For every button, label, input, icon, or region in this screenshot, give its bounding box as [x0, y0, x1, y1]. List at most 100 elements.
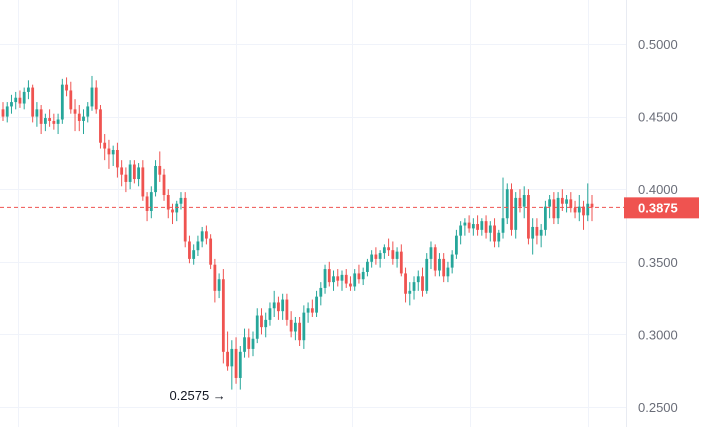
candle[interactable] [382, 244, 386, 259]
candle[interactable] [238, 346, 242, 390]
candle[interactable] [277, 296, 280, 320]
candle[interactable] [476, 215, 479, 236]
candle[interactable] [158, 151, 162, 182]
candle[interactable] [132, 160, 136, 184]
candle[interactable] [90, 75, 94, 111]
candle[interactable] [463, 218, 467, 236]
candle[interactable] [421, 267, 424, 297]
candle[interactable] [327, 261, 331, 287]
candle[interactable] [527, 189, 530, 245]
candle[interactable] [459, 221, 463, 245]
candle[interactable] [162, 168, 166, 201]
candle[interactable] [234, 337, 238, 384]
candle[interactable] [408, 282, 412, 306]
candle[interactable] [455, 229, 458, 259]
candle[interactable] [99, 104, 102, 149]
candle[interactable] [69, 81, 73, 114]
candle[interactable] [569, 192, 573, 213]
candle[interactable] [5, 102, 9, 123]
candle[interactable] [255, 308, 259, 344]
candle[interactable] [183, 192, 187, 248]
candle[interactable] [518, 189, 522, 213]
candle[interactable] [48, 109, 52, 127]
candle[interactable] [137, 163, 140, 187]
candle[interactable] [166, 189, 170, 219]
candle[interactable] [416, 270, 420, 291]
candle[interactable] [281, 293, 285, 320]
candle[interactable] [510, 183, 513, 236]
candle[interactable] [149, 186, 153, 219]
candle[interactable] [535, 218, 539, 245]
candle[interactable] [82, 109, 85, 135]
candle[interactable] [107, 139, 111, 169]
candle[interactable] [124, 167, 128, 193]
candle[interactable] [548, 195, 552, 219]
candle[interactable] [65, 77, 68, 97]
candle[interactable] [213, 258, 217, 303]
candle[interactable] [573, 200, 577, 219]
candle[interactable] [120, 160, 124, 187]
candle[interactable] [306, 302, 310, 323]
candle[interactable] [188, 235, 191, 264]
candle[interactable] [488, 221, 492, 242]
candle[interactable] [442, 253, 446, 283]
candle[interactable] [378, 250, 382, 268]
candle[interactable] [22, 87, 26, 110]
candle[interactable] [391, 241, 395, 265]
candle[interactable] [56, 113, 60, 135]
candle[interactable] [179, 192, 183, 210]
candle[interactable] [310, 299, 314, 317]
candle[interactable] [480, 218, 484, 236]
candle[interactable] [264, 312, 268, 338]
candle[interactable] [505, 183, 509, 225]
candle[interactable] [293, 316, 297, 341]
candle[interactable] [336, 269, 340, 287]
candle[interactable] [590, 195, 594, 222]
candle[interactable] [18, 90, 22, 108]
candle[interactable] [243, 328, 246, 358]
candle[interactable] [543, 200, 547, 236]
candle[interactable] [260, 308, 263, 335]
candle[interactable] [353, 269, 357, 291]
candle[interactable] [52, 113, 56, 130]
candle[interactable] [582, 200, 585, 230]
candle[interactable] [412, 276, 416, 300]
candle[interactable] [433, 244, 437, 277]
candle[interactable] [514, 192, 518, 239]
candle[interactable] [31, 84, 35, 123]
candle[interactable] [404, 267, 407, 303]
candle[interactable] [251, 331, 255, 357]
candle[interactable] [73, 99, 77, 132]
candle[interactable] [539, 224, 543, 248]
candle[interactable] [586, 183, 590, 222]
candle[interactable] [366, 258, 369, 277]
candle[interactable] [204, 225, 208, 245]
candle[interactable] [302, 305, 306, 349]
candle[interactable] [247, 328, 251, 358]
candle[interactable] [370, 250, 374, 268]
candle[interactable] [86, 102, 90, 123]
candle[interactable] [450, 250, 454, 274]
y-axis[interactable]: 0.5000 0.4500 0.4000 0.3500 0.3000 0.2500 0.38… [624, 37, 699, 415]
candle[interactable] [154, 160, 157, 197]
candle[interactable] [200, 226, 204, 248]
candle[interactable] [395, 247, 399, 268]
candle[interactable] [111, 145, 115, 166]
candle[interactable] [425, 253, 429, 294]
candle[interactable] [35, 102, 39, 127]
candle[interactable] [471, 218, 475, 236]
candle[interactable] [175, 200, 179, 222]
candle[interactable] [230, 340, 234, 390]
candle[interactable] [268, 302, 272, 326]
candle[interactable] [484, 215, 488, 239]
candle[interactable] [43, 113, 47, 132]
candle[interactable] [315, 290, 318, 317]
candle[interactable] [565, 195, 568, 213]
candle[interactable] [522, 186, 526, 219]
candle[interactable] [221, 269, 225, 364]
candle[interactable] [493, 218, 496, 248]
candle[interactable] [77, 104, 81, 132]
candle[interactable] [577, 195, 581, 222]
